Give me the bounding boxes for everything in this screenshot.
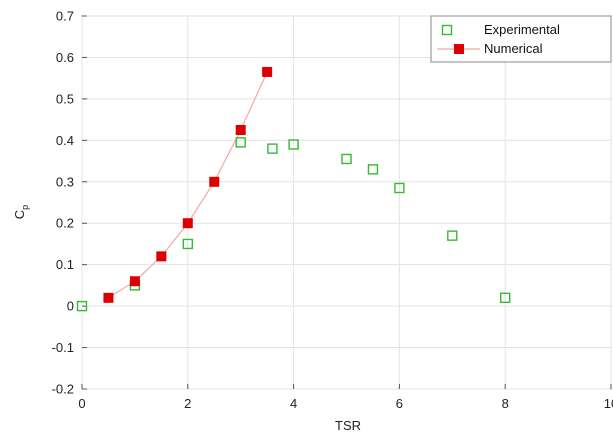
y-tick-label: 0.2 <box>56 216 74 231</box>
data-point-experimental <box>182 238 194 250</box>
x-tick-label: 8 <box>502 396 509 411</box>
data-point-experimental <box>367 164 379 175</box>
y-tick-label: 0.1 <box>56 257 74 272</box>
x-tick-label: 4 <box>290 396 297 411</box>
y-tick-label: -0.2 <box>52 382 74 397</box>
x-tick-label: 0 <box>78 396 85 411</box>
y-tick-label: 0.6 <box>56 50 74 65</box>
data-point-experimental <box>447 230 458 241</box>
data-point-experimental <box>235 137 246 148</box>
x-tick-label: 10 <box>604 396 613 411</box>
y-tick-label: 0.4 <box>56 133 74 148</box>
y-tick-label: 0.3 <box>56 174 74 189</box>
plot-area <box>81 15 612 390</box>
legend-label-experimental: Experimental <box>484 22 560 37</box>
data-point-experimental <box>394 182 405 194</box>
legend-box <box>430 15 612 63</box>
legend-marker-numerical <box>454 44 464 54</box>
y-tick-label: -0.1 <box>52 340 74 355</box>
data-point-numerical <box>209 176 220 187</box>
data-point-experimental <box>76 300 88 312</box>
data-point-experimental <box>288 139 299 150</box>
y-tick-label: 0.7 <box>56 9 74 24</box>
y-tick-label: 0.5 <box>56 91 74 106</box>
y-axis-label-main: C <box>12 210 27 219</box>
y-axis-label-subscript: p <box>20 205 30 210</box>
data-point-experimental <box>341 153 352 165</box>
data-point-experimental <box>500 292 511 304</box>
legend-label-numerical: Numerical <box>484 41 543 56</box>
data-point-numerical <box>182 218 193 229</box>
y-axis-ticks: -0.2 -0.1 0 0.1 0.2 0.3 0.4 0.5 0.6 0.7 <box>52 9 87 397</box>
y-axis-label: Cp <box>12 205 30 219</box>
data-point-numerical <box>129 276 140 287</box>
data-point-experimental <box>267 143 278 154</box>
legend: Experimental Numerical <box>430 15 612 63</box>
grid <box>81 15 612 390</box>
x-tick-label: 6 <box>396 396 403 411</box>
y-tick-label: 0 <box>67 299 74 314</box>
x-tick-label: 2 <box>184 396 191 411</box>
data-point-numerical <box>235 124 246 135</box>
data-point-numerical <box>262 66 273 77</box>
x-axis-label: TSR <box>335 418 361 433</box>
data-point-numerical <box>156 251 167 262</box>
data-point-numerical <box>103 292 114 303</box>
x-axis-ticks: 0 2 4 6 8 10 <box>78 384 613 411</box>
series-markers <box>76 66 511 312</box>
legend-marker-experimental <box>441 24 453 36</box>
